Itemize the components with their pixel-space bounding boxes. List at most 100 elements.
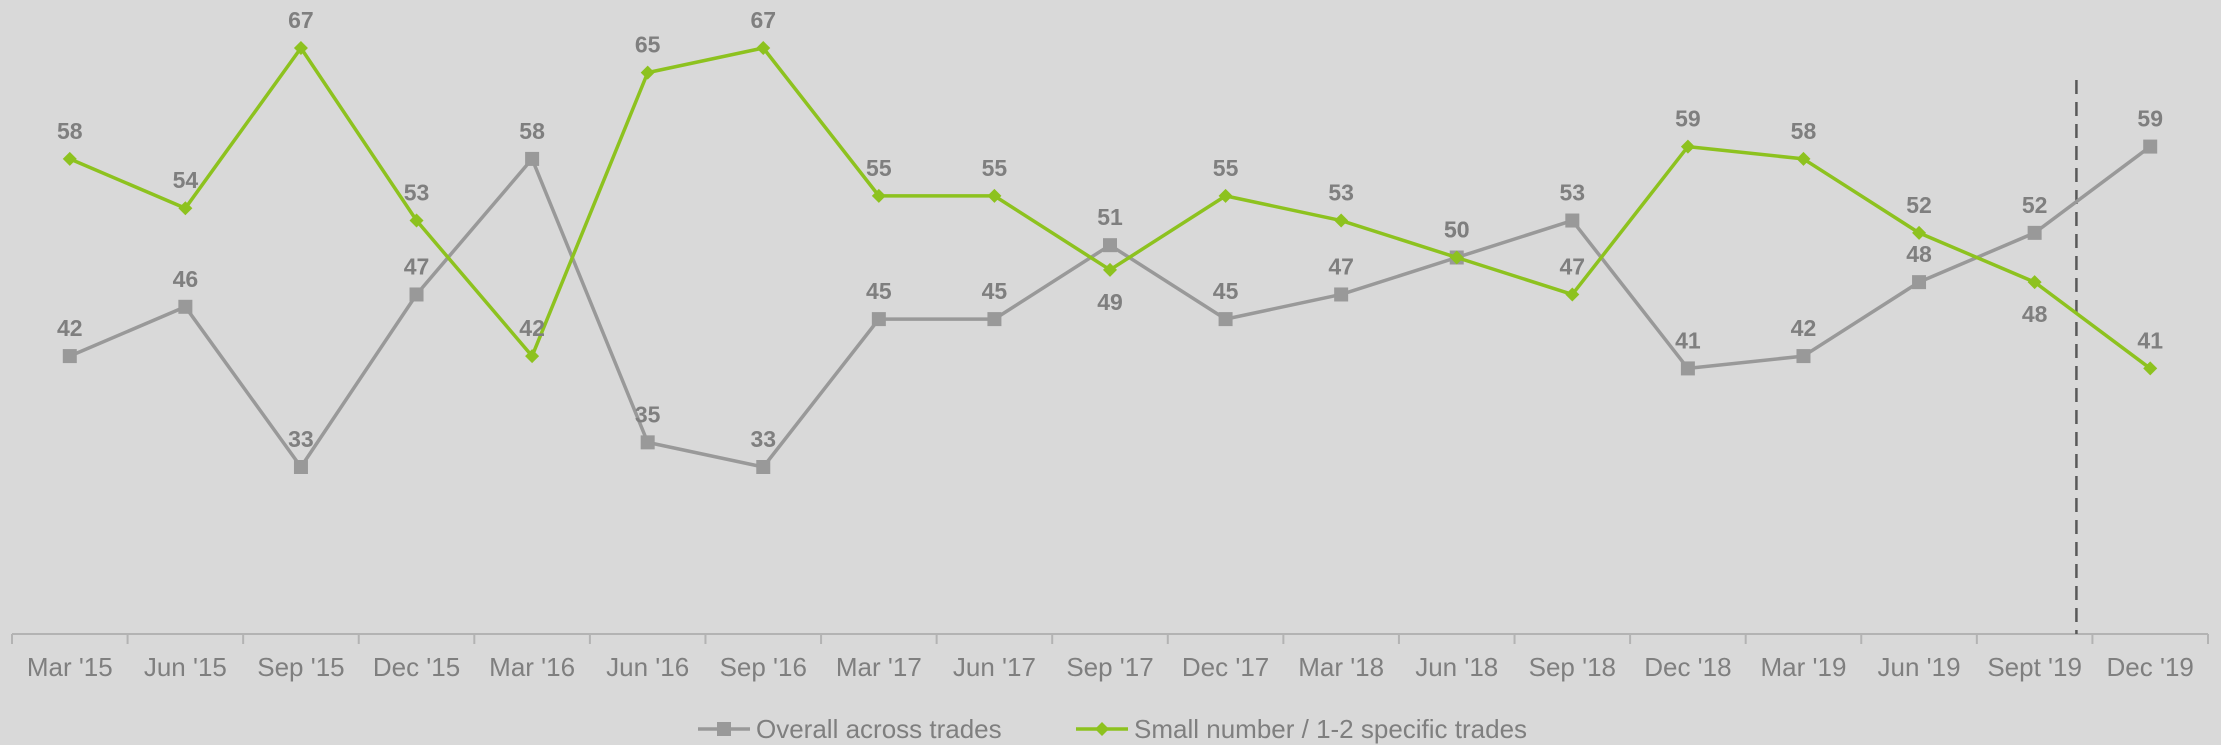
data-point (987, 312, 1002, 327)
series-1 (62, 139, 2158, 474)
data-label: 42 (519, 315, 545, 341)
data-point (1565, 287, 1580, 302)
x-tick-label: Dec '18 (1644, 652, 1731, 682)
data-point (871, 188, 886, 203)
data-point (178, 299, 193, 314)
data-label: 67 (750, 7, 776, 33)
data-label: 65 (635, 32, 661, 58)
x-tick-label: Sep '18 (1529, 652, 1616, 682)
data-label: 54 (173, 167, 199, 193)
data-label: 48 (1906, 241, 1932, 267)
data-label: 58 (1791, 118, 1817, 144)
data-point (1449, 250, 1464, 265)
data-point (756, 41, 771, 55)
data-point (1680, 361, 1695, 376)
data-label: 55 (982, 155, 1008, 181)
data-label: 41 (1675, 327, 1701, 353)
data-point (1334, 287, 1349, 302)
data-label: 47 (1560, 253, 1586, 279)
x-tick-label: Sep '16 (720, 652, 807, 682)
data-labels-layer: 42 46 33 47 58 35 33 45 45 51 45 47 50 53 41 42 48 52 59 58… (57, 7, 2163, 452)
data-label: 58 (57, 118, 83, 144)
data-label: 45 (866, 278, 892, 304)
data-label: 59 (2137, 106, 2163, 132)
data-label: 41 (2137, 327, 2163, 353)
data-label: 51 (1097, 204, 1123, 230)
legend-marker (717, 722, 731, 736)
x-tick-label: Dec '17 (1182, 652, 1269, 682)
data-label: 55 (866, 155, 892, 181)
data-point (756, 460, 771, 474)
data-label: 49 (1097, 289, 1123, 315)
data-label: 59 (1675, 106, 1701, 132)
x-axis: Mar '15 Jun '15 Sep '15 Dec '15 Mar '16 Jun '… (11, 633, 2209, 682)
x-tick-label: Dec '15 (373, 652, 460, 682)
legend-label: Overall across trades (756, 714, 1002, 744)
data-label: 67 (288, 7, 314, 33)
data-label: 50 (1444, 217, 1470, 243)
data-label: 55 (1213, 155, 1239, 181)
data-point (62, 151, 77, 166)
data-point (178, 201, 193, 216)
data-point (1103, 262, 1117, 277)
data-point (1218, 188, 1233, 203)
data-point (1912, 275, 1927, 290)
legend-marker (1095, 722, 1109, 736)
data-label: 46 (173, 266, 199, 292)
data-label: 45 (982, 278, 1008, 304)
data-label: 50 (1444, 217, 1470, 243)
x-tick-label: Jun '17 (953, 652, 1036, 682)
data-label: 53 (1560, 180, 1586, 206)
data-point (640, 435, 655, 450)
data-label: 52 (2022, 192, 2048, 218)
x-tick-label: Jun '16 (606, 652, 689, 682)
data-label: 42 (57, 315, 83, 341)
series-2 (62, 41, 2158, 376)
data-label: 45 (1213, 278, 1239, 304)
x-tick-label: Jun '19 (1878, 652, 1961, 682)
data-label: 48 (2022, 301, 2048, 327)
x-tick-label: Dec '19 (2107, 652, 2194, 682)
data-point (62, 349, 77, 364)
data-point (1218, 312, 1233, 327)
x-tick-label: Mar '17 (836, 652, 922, 682)
x-tick-label: Mar '19 (1761, 652, 1847, 682)
data-label: 58 (519, 118, 545, 144)
data-label: 52 (1906, 192, 1932, 218)
data-point (1103, 238, 1117, 253)
x-tick-label: Mar '18 (1298, 652, 1384, 682)
data-point (640, 65, 655, 80)
x-tick-label: Mar '15 (27, 652, 113, 682)
legend-item-2: Small number / 1-2 specific trades (1076, 714, 1527, 744)
series-layer (62, 41, 2158, 474)
x-tick-label: Jun '15 (144, 652, 227, 682)
data-point (409, 213, 424, 228)
data-point (293, 41, 308, 55)
data-point (1680, 139, 1695, 154)
data-point (1334, 213, 1349, 228)
x-tick-label: Sep '17 (1066, 652, 1153, 682)
x-tick-label: Mar '16 (489, 652, 575, 682)
data-label: 33 (750, 426, 776, 452)
data-point (1565, 213, 1580, 228)
data-label: 53 (404, 180, 430, 206)
data-point (2027, 225, 2042, 240)
x-tick-label: Sept '19 (1987, 652, 2082, 682)
data-point (525, 349, 540, 364)
data-point (1796, 151, 1811, 166)
legend-label: Small number / 1-2 specific trades (1134, 714, 1527, 744)
data-point (2143, 139, 2158, 154)
x-tick-label: Sep '15 (257, 652, 344, 682)
data-label: 47 (404, 253, 430, 279)
data-label: 35 (635, 401, 661, 427)
data-point (409, 287, 424, 302)
data-point (2027, 275, 2042, 290)
data-point (1796, 349, 1811, 364)
data-label: 33 (288, 426, 314, 452)
legend-item-1: Overall across trades (698, 714, 1002, 744)
data-point (2143, 361, 2158, 376)
data-point (1912, 225, 1927, 240)
data-label: 47 (1328, 253, 1354, 279)
data-point (293, 460, 308, 474)
